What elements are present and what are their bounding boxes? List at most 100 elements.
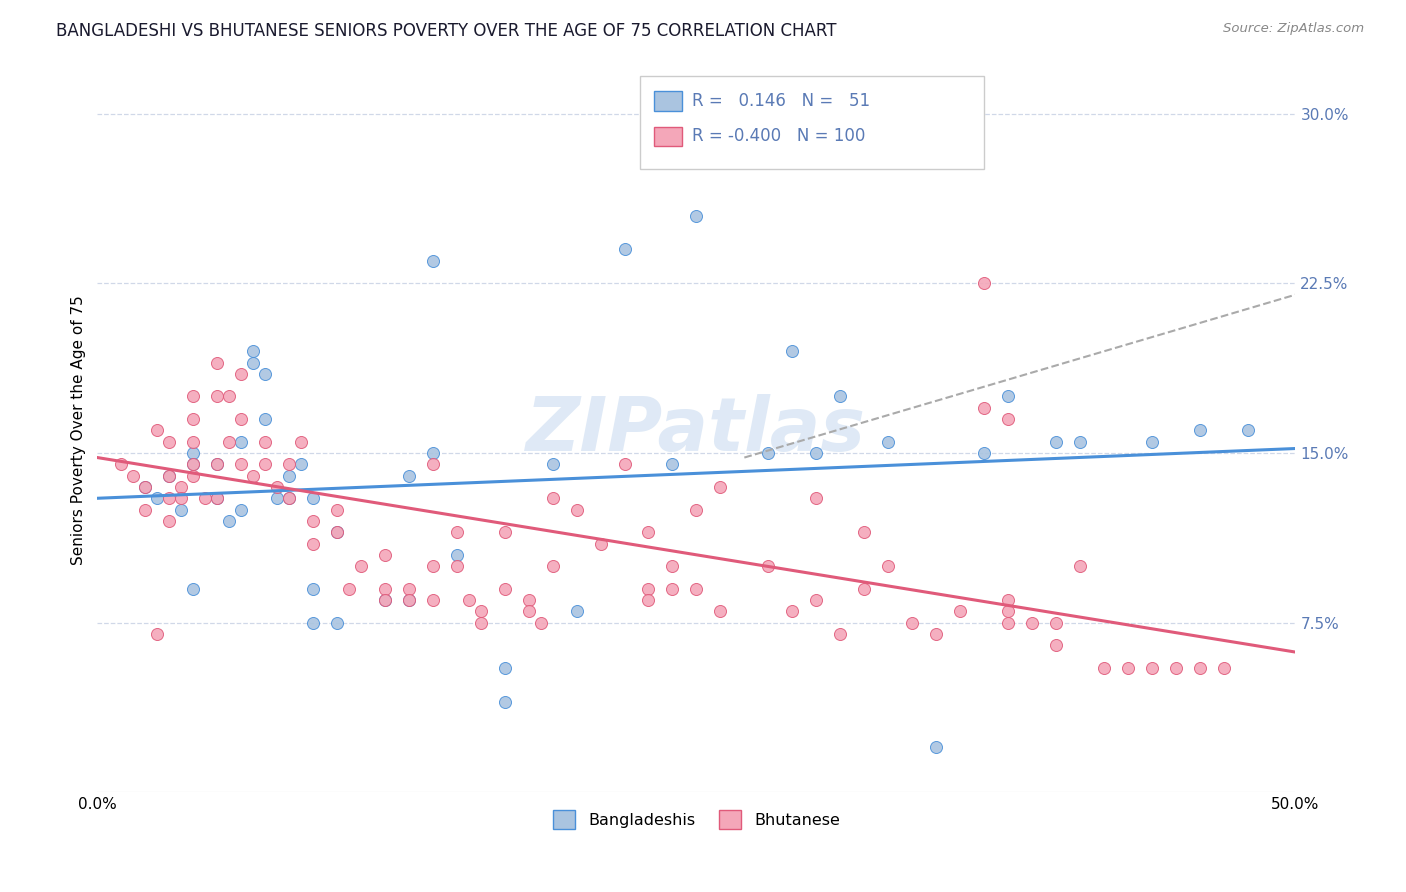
Point [997,615,1019,630]
Point [290,434,312,449]
Point [541,559,564,574]
Point [242,468,264,483]
Point [1069,434,1091,449]
Point [530,615,553,630]
Point [661,582,683,596]
Point [218,434,240,449]
Point [709,480,731,494]
Point [494,695,516,709]
Text: BANGLADESHI VS BHUTANESE SENIORS POVERTY OVER THE AGE OF 75 CORRELATION CHART: BANGLADESHI VS BHUTANESE SENIORS POVERTY… [56,22,837,40]
Point [157,514,180,528]
Point [877,434,900,449]
Point [1212,661,1234,675]
Point [254,458,277,472]
Point [589,536,612,550]
Point [541,458,564,472]
Point [374,548,396,562]
Point [266,480,288,494]
Point [110,458,132,472]
Point [685,502,707,516]
Point [170,491,193,506]
Point [470,604,492,618]
Point [229,412,252,426]
Point [170,480,193,494]
Point [1164,661,1187,675]
Text: Source: ZipAtlas.com: Source: ZipAtlas.com [1223,22,1364,36]
Point [1092,661,1115,675]
Point [170,502,193,516]
Point [181,468,204,483]
Point [830,627,852,641]
Text: R = -0.400   N = 100: R = -0.400 N = 100 [692,128,865,145]
Point [302,536,325,550]
Point [302,615,325,630]
Point [925,740,948,755]
Point [278,458,301,472]
Point [457,593,479,607]
Point [157,434,180,449]
Point [756,446,779,460]
Point [157,468,180,483]
Point [853,525,876,540]
Point [278,468,301,483]
Point [494,525,516,540]
Point [733,118,755,132]
Point [242,355,264,369]
Point [613,243,636,257]
Point [973,277,995,291]
Point [181,412,204,426]
Point [422,446,444,460]
Point [661,458,683,472]
Point [446,525,468,540]
Point [494,661,516,675]
Point [806,593,828,607]
Point [254,367,277,381]
Legend: Bangladeshis, Bhutanese: Bangladeshis, Bhutanese [547,804,846,835]
Point [780,604,803,618]
Point [494,582,516,596]
Point [997,593,1019,607]
Point [422,253,444,268]
Point [637,593,659,607]
Point [181,434,204,449]
Point [157,468,180,483]
Point [806,491,828,506]
Point [229,434,252,449]
Point [229,367,252,381]
Point [997,604,1019,618]
Point [229,502,252,516]
Point [205,491,228,506]
Point [973,401,995,415]
Point [1069,559,1091,574]
Point [398,468,420,483]
Point [302,582,325,596]
Point [613,458,636,472]
Point [134,480,156,494]
Point [422,458,444,472]
Point [374,593,396,607]
Point [205,458,228,472]
Point [181,458,204,472]
Point [181,446,204,460]
Point [1116,661,1139,675]
Point [398,582,420,596]
Point [398,593,420,607]
Point [146,627,169,641]
Point [949,604,972,618]
Point [326,615,349,630]
Point [1188,661,1211,675]
Point [254,434,277,449]
Point [181,389,204,403]
Point [254,412,277,426]
Point [806,446,828,460]
Point [146,424,169,438]
Point [517,604,540,618]
Point [565,502,588,516]
Point [181,458,204,472]
Point [997,389,1019,403]
Point [146,491,169,506]
Y-axis label: Seniors Poverty Over the Age of 75: Seniors Poverty Over the Age of 75 [72,295,86,566]
Point [134,480,156,494]
Point [901,615,924,630]
Point [661,559,683,574]
